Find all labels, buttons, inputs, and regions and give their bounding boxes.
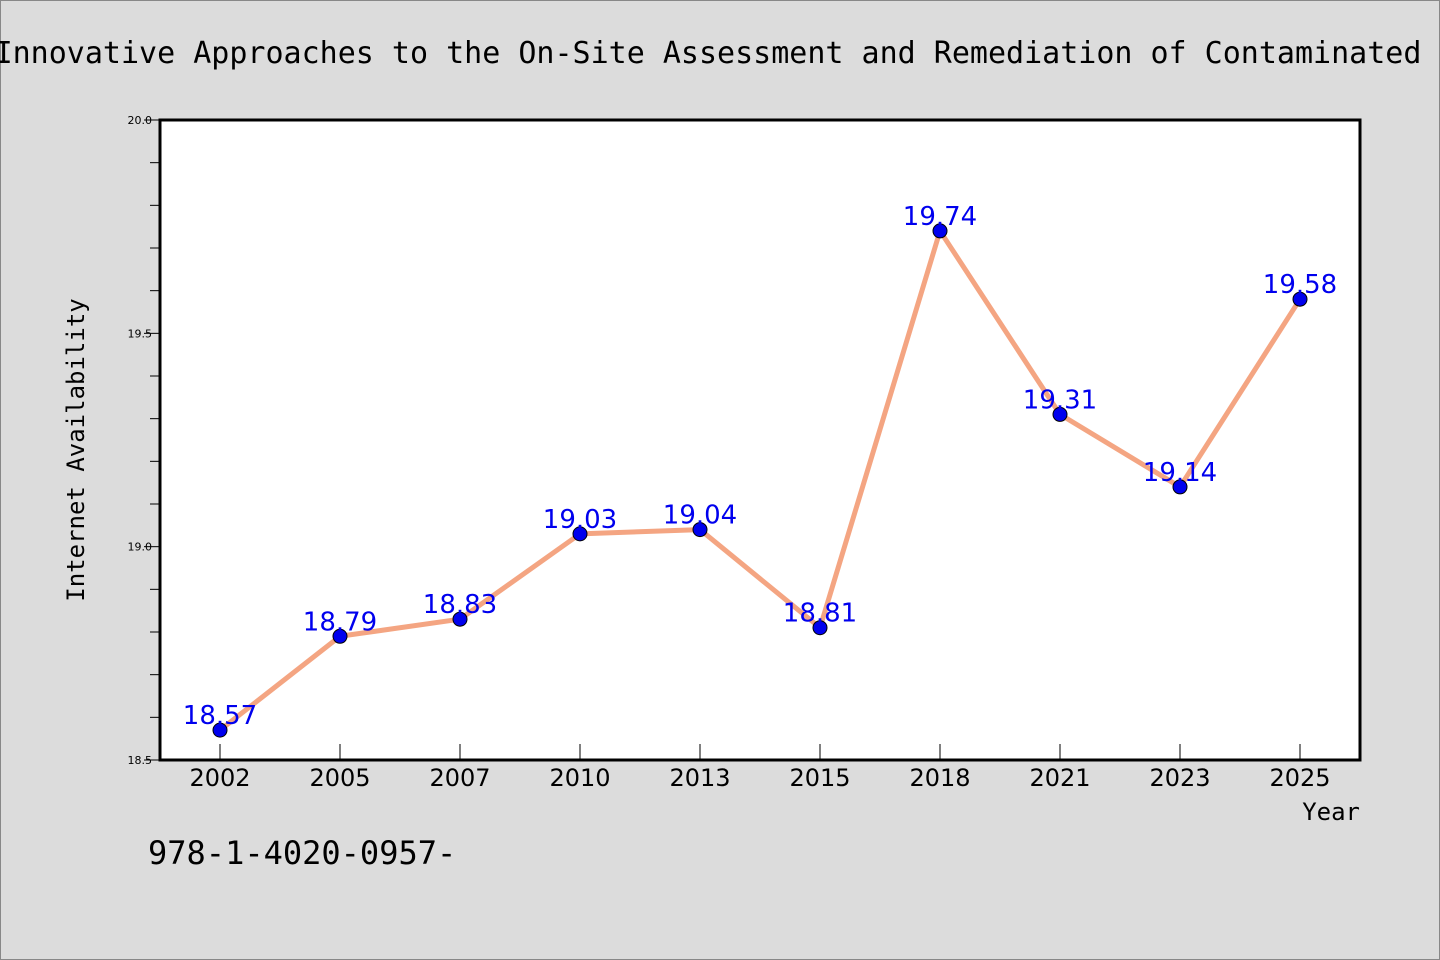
x-tick-label: 2002 (189, 764, 250, 792)
x-tick-label: 2021 (1029, 764, 1090, 792)
data-point (812, 620, 828, 636)
data-label: 19.58 (1263, 270, 1337, 300)
data-point (1172, 479, 1188, 495)
data-label: 19.74 (903, 202, 977, 232)
x-axis-ticks: 2002 2005 2007 2010 2013 2015 2018 2021 2023 2025 (189, 744, 1331, 792)
data-label: 18.83 (423, 590, 497, 620)
x-tick-label: 2025 (1269, 764, 1330, 792)
y-axis-ticks: 18.5 19.0 19.5 20.0 (128, 114, 160, 767)
data-point (692, 522, 708, 538)
data-point (1292, 291, 1308, 307)
plot-area (158, 118, 1362, 762)
x-tick-label: 2007 (429, 764, 490, 792)
data-label: 19.04 (663, 501, 737, 531)
footnote: 978-1-4020-0957- (148, 834, 456, 872)
data-labels: 18.57 18.79 18.83 19.03 19.04 18.81 19.74 19.31… (183, 202, 1337, 731)
data-point (212, 722, 228, 738)
series-markers (212, 223, 1308, 738)
y-tick-label: 20.0 (128, 114, 153, 127)
data-point (1052, 406, 1068, 422)
data-label: 19.14 (1143, 458, 1217, 488)
x-tick-label: 2018 (909, 764, 970, 792)
x-tick-label: 2005 (309, 764, 370, 792)
x-axis-label: Year (1302, 798, 1360, 826)
y-tick-label: 18.5 (128, 754, 153, 767)
y-axis-label: Internet Availability (62, 298, 90, 601)
data-label: 18.81 (783, 599, 857, 629)
x-tick-label: 2023 (1149, 764, 1210, 792)
x-tick-label: 2010 (549, 764, 610, 792)
data-point (332, 628, 348, 644)
data-label: 19.03 (543, 505, 617, 535)
x-tick-label: 2013 (669, 764, 730, 792)
chart-title: Innovative Approaches to the On-Site Ass… (0, 36, 1421, 71)
x-tick-label: 2015 (789, 764, 850, 792)
data-point (452, 611, 468, 627)
series-line (217, 228, 1303, 733)
data-label: 19.31 (1023, 385, 1097, 415)
data-label: 18.57 (183, 701, 257, 731)
data-point (572, 526, 588, 542)
y-tick-label: 19.5 (128, 327, 153, 340)
data-label: 18.79 (303, 607, 377, 637)
y-tick-label: 19.0 (128, 541, 153, 554)
data-point (932, 223, 948, 239)
